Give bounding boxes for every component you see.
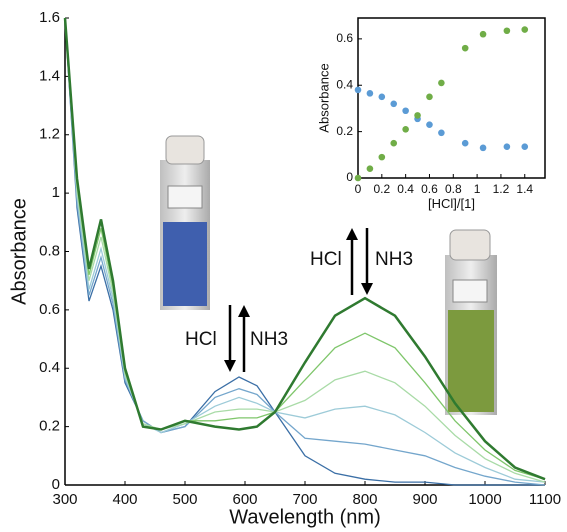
y-tick-label: 1 — [52, 184, 60, 201]
x-tick-label: 1.4 — [516, 182, 533, 196]
cuvette-blue — [160, 135, 210, 310]
x-tick-label: 1.2 — [493, 182, 510, 196]
y-tick-label: 1.6 — [39, 9, 60, 26]
y-tick-label: 0 — [346, 170, 353, 184]
data-point — [438, 79, 445, 87]
x-tick-label: 0.4 — [397, 182, 414, 196]
spectrum-line — [64, 17, 546, 483]
data-point — [378, 93, 386, 101]
x-tick-label: 500 — [172, 491, 197, 508]
data-point — [426, 93, 433, 101]
data-point — [461, 139, 469, 147]
data-point — [378, 153, 386, 161]
y-tick-label: 0.2 — [336, 124, 353, 138]
y-tick-label: 0.6 — [336, 31, 353, 45]
spectrum-line — [64, 17, 546, 480]
data-point — [479, 30, 487, 38]
x-tick-label: 300 — [52, 491, 77, 508]
x-tick-label: 0.6 — [421, 182, 438, 196]
spectrum-line — [64, 17, 545, 486]
y-tick-label: 0.4 — [39, 359, 60, 376]
data-point — [521, 26, 529, 33]
x-tick-label: 700 — [292, 491, 317, 508]
x-axis-label: Wavelength (nm) — [229, 506, 381, 528]
x-tick-label: 600 — [232, 491, 257, 508]
x-tick-label: 0 — [355, 182, 362, 196]
data-point — [354, 86, 362, 94]
x-tick-label: 400 — [112, 491, 137, 508]
y-tick-label: 1.2 — [39, 126, 60, 143]
data-point — [402, 126, 409, 133]
spectrum-line — [64, 17, 546, 486]
y-axis-label: Absorbance — [316, 63, 331, 132]
x-tick-label: 0.2 — [373, 182, 390, 196]
data-point — [390, 100, 398, 108]
spectrum-line — [63, 17, 546, 481]
annotation: HCl — [185, 329, 217, 350]
data-point — [503, 27, 511, 35]
y-tick-label: 1.4 — [39, 67, 60, 84]
arrows — [224, 228, 373, 372]
data-point — [366, 90, 374, 97]
annotation: NH3 — [250, 329, 288, 350]
y-tick-label: 0.8 — [39, 242, 60, 259]
spectrum-line — [64, 17, 546, 483]
x-tick-label: 800 — [352, 491, 377, 508]
data-point — [438, 129, 445, 137]
plot-frame — [357, 17, 546, 179]
data-point — [461, 44, 469, 52]
data-point — [390, 139, 398, 147]
x-tick-label: 900 — [412, 491, 437, 508]
data-point — [402, 107, 409, 115]
data-point — [503, 143, 511, 150]
annotation: NH3 — [375, 249, 413, 270]
data-point — [414, 112, 421, 119]
x-axis-label: [HCl]/[1] — [428, 196, 475, 211]
data-point — [354, 174, 362, 182]
y-tick-label: 0.4 — [336, 77, 353, 91]
y-tick-label: 0 — [52, 476, 60, 493]
y-tick-label: 0.6 — [39, 301, 60, 318]
cuvette-green — [445, 229, 497, 415]
x-tick-label: 1 — [474, 182, 481, 196]
data-point — [426, 121, 433, 128]
data-point — [521, 143, 529, 150]
data-point — [366, 165, 374, 173]
y-axis-label: Absorbance — [8, 198, 30, 305]
x-tick-label: 1000 — [468, 491, 501, 508]
data-point — [479, 144, 487, 152]
y-tick-label: 0.2 — [39, 418, 60, 435]
annotation: HCl — [310, 249, 342, 270]
x-tick-label: 0.8 — [445, 182, 462, 196]
x-tick-label: 1100 — [529, 491, 561, 508]
